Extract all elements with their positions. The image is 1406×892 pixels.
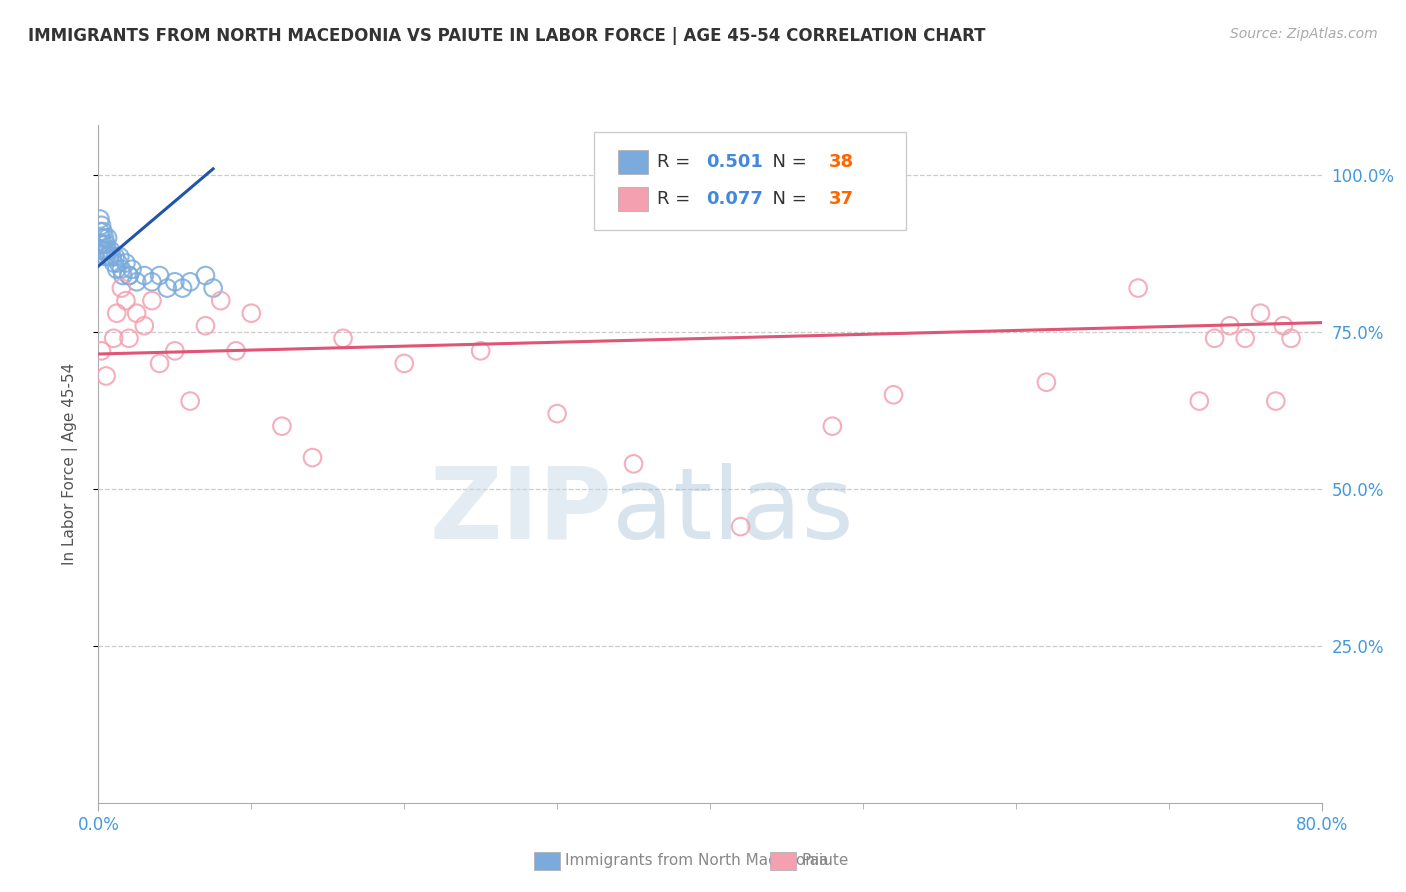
Point bbox=[1219, 318, 1241, 333]
Point bbox=[240, 306, 263, 320]
FancyBboxPatch shape bbox=[619, 150, 648, 174]
Text: atlas: atlas bbox=[612, 463, 853, 560]
Point bbox=[194, 268, 217, 283]
FancyBboxPatch shape bbox=[593, 132, 905, 230]
Point bbox=[110, 262, 132, 277]
Point bbox=[1035, 376, 1057, 390]
FancyBboxPatch shape bbox=[619, 186, 648, 211]
Point bbox=[103, 256, 125, 270]
Y-axis label: In Labor Force | Age 45-54: In Labor Force | Age 45-54 bbox=[62, 363, 77, 565]
Point bbox=[1128, 281, 1150, 295]
Point bbox=[202, 281, 225, 295]
Point bbox=[623, 457, 645, 471]
Point bbox=[546, 407, 568, 421]
Point bbox=[134, 318, 156, 333]
Text: ZIP: ZIP bbox=[429, 463, 612, 560]
Point bbox=[90, 219, 112, 233]
Text: Paiute: Paiute bbox=[801, 854, 849, 868]
Point bbox=[730, 519, 752, 533]
Point bbox=[172, 281, 194, 295]
Point bbox=[332, 331, 354, 345]
Point bbox=[179, 394, 201, 409]
Text: 37: 37 bbox=[828, 190, 853, 208]
Point bbox=[149, 356, 172, 370]
Point bbox=[392, 356, 416, 370]
Point bbox=[209, 293, 232, 308]
Point bbox=[97, 244, 120, 258]
Point bbox=[94, 237, 117, 252]
Point bbox=[1279, 331, 1302, 345]
Point bbox=[821, 419, 844, 434]
Point bbox=[1188, 394, 1211, 409]
Point bbox=[108, 250, 131, 264]
Point bbox=[89, 237, 111, 252]
Point bbox=[93, 231, 115, 245]
Point bbox=[98, 250, 121, 264]
Point bbox=[118, 268, 141, 283]
Point bbox=[141, 293, 163, 308]
Text: R =: R = bbox=[658, 190, 696, 208]
Point bbox=[105, 306, 128, 320]
Point bbox=[118, 268, 141, 283]
Text: R =: R = bbox=[658, 153, 696, 171]
Point bbox=[1234, 331, 1257, 345]
Point bbox=[125, 306, 148, 320]
Point bbox=[90, 244, 112, 258]
Point bbox=[141, 275, 163, 289]
Point bbox=[107, 256, 129, 270]
Point bbox=[91, 225, 114, 239]
Text: Immigrants from North Macedonia: Immigrants from North Macedonia bbox=[565, 854, 828, 868]
Point bbox=[194, 318, 217, 333]
Point bbox=[89, 212, 111, 227]
Point bbox=[118, 331, 141, 345]
Point bbox=[301, 450, 323, 465]
Point bbox=[125, 275, 148, 289]
Point bbox=[90, 343, 112, 358]
Point bbox=[104, 250, 127, 264]
Text: 0.501: 0.501 bbox=[706, 153, 763, 171]
Point bbox=[149, 268, 172, 283]
Text: 38: 38 bbox=[828, 153, 853, 171]
Point bbox=[111, 268, 134, 283]
Text: N =: N = bbox=[762, 153, 813, 171]
Point bbox=[1272, 318, 1295, 333]
Point bbox=[110, 281, 132, 295]
Point bbox=[90, 231, 112, 245]
Point bbox=[115, 256, 138, 270]
Point bbox=[101, 250, 124, 264]
Point bbox=[179, 275, 201, 289]
Point bbox=[470, 343, 492, 358]
Point bbox=[156, 281, 179, 295]
Text: 0.077: 0.077 bbox=[706, 190, 763, 208]
Point bbox=[89, 225, 111, 239]
Point bbox=[100, 244, 122, 258]
Point bbox=[1264, 394, 1286, 409]
Point bbox=[121, 262, 143, 277]
Text: Source: ZipAtlas.com: Source: ZipAtlas.com bbox=[1230, 27, 1378, 41]
Text: N =: N = bbox=[762, 190, 813, 208]
Point bbox=[97, 231, 120, 245]
Text: IMMIGRANTS FROM NORTH MACEDONIA VS PAIUTE IN LABOR FORCE | AGE 45-54 CORRELATION: IMMIGRANTS FROM NORTH MACEDONIA VS PAIUT… bbox=[28, 27, 986, 45]
Point bbox=[94, 368, 117, 383]
Point bbox=[883, 388, 905, 402]
Point bbox=[1204, 331, 1226, 345]
Point bbox=[94, 250, 117, 264]
Point bbox=[225, 343, 247, 358]
Point bbox=[105, 262, 128, 277]
Point bbox=[270, 419, 292, 434]
Point bbox=[103, 331, 125, 345]
Point bbox=[163, 275, 186, 289]
Point bbox=[134, 268, 156, 283]
Point bbox=[91, 237, 114, 252]
Point bbox=[115, 293, 138, 308]
Point bbox=[93, 244, 115, 258]
Point bbox=[1249, 306, 1271, 320]
Point bbox=[163, 343, 186, 358]
